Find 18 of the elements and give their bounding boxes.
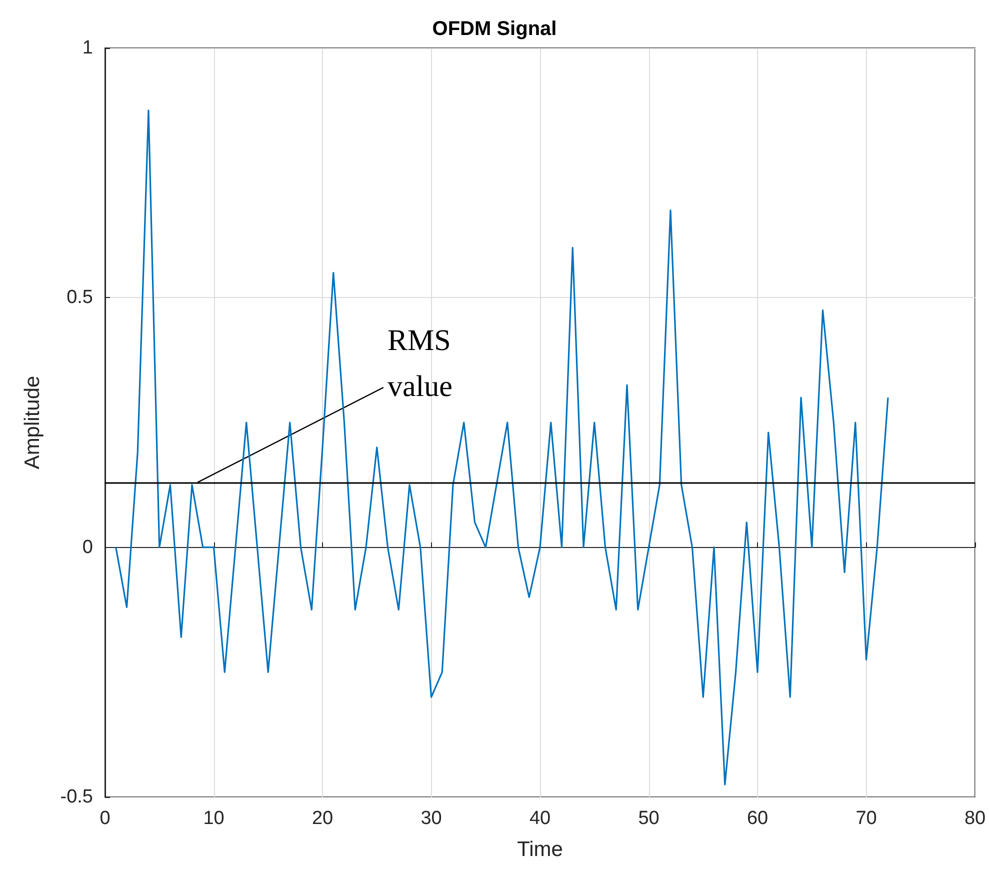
y-tick-label: 1	[82, 38, 93, 58]
y-tick-label: 0	[82, 536, 93, 558]
x-tick-label: 70	[856, 808, 877, 829]
x-tick-label: 50	[638, 808, 660, 829]
y-tick-label: -0.5	[60, 786, 93, 808]
x-tick-label: 0	[100, 808, 110, 829]
x-tick-label: 80	[964, 808, 986, 829]
x-tick-label: 60	[746, 808, 768, 829]
x-tick-label: 20	[312, 808, 334, 829]
x-axis-title: Time	[517, 838, 563, 861]
line-series	[115, 110, 889, 786]
annotation: RMS value	[387, 324, 458, 403]
y-tick-label: 0.5	[66, 287, 93, 308]
chart-title: OFDM Signal	[432, 18, 557, 40]
x-tick-label: 30	[420, 808, 442, 829]
x-tick-label: 10	[203, 808, 224, 829]
y-axis-title: Amplitude	[21, 376, 44, 470]
x-tick-label: 40	[529, 808, 551, 829]
